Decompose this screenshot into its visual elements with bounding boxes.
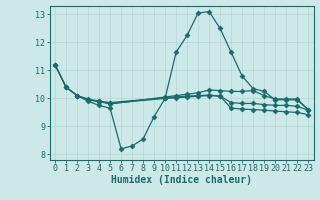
X-axis label: Humidex (Indice chaleur): Humidex (Indice chaleur): [111, 175, 252, 185]
